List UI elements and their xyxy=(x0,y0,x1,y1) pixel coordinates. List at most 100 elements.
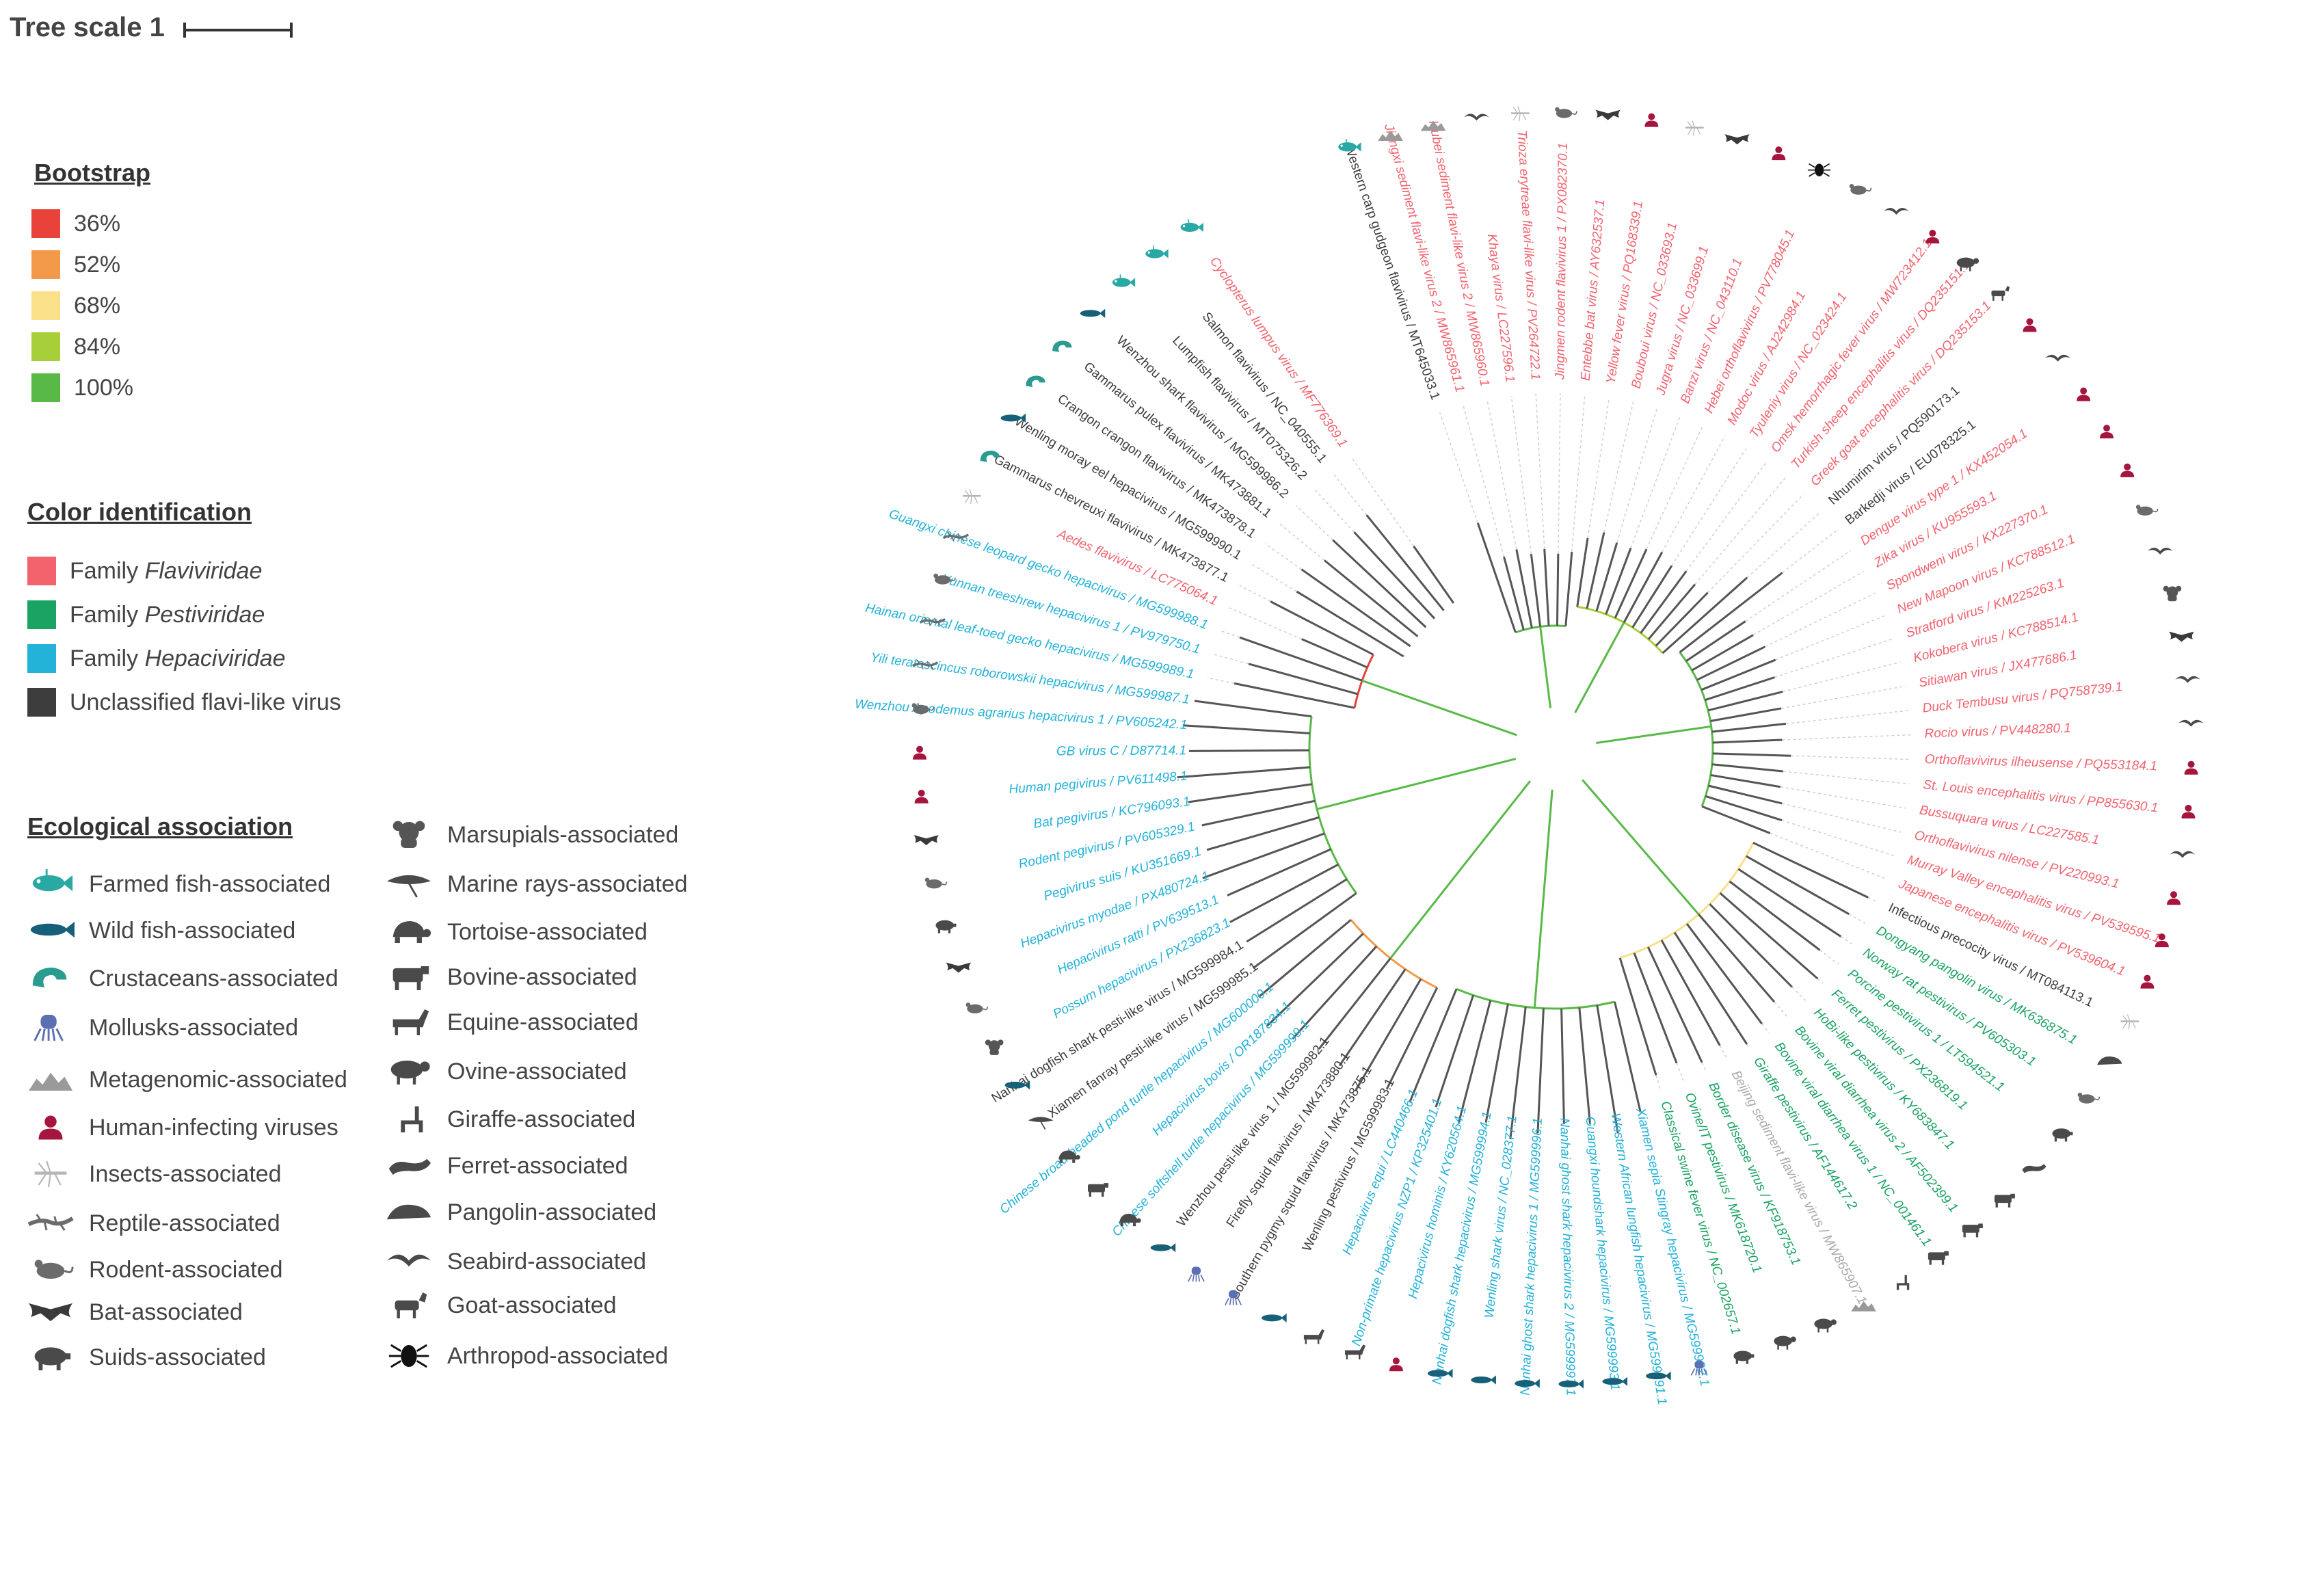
leaf-guide xyxy=(1439,412,1479,524)
ecology-legend-item: Wild fish-associated xyxy=(25,914,295,948)
ecology-label: Reptile-associated xyxy=(89,1210,280,1236)
wild-fish-icon xyxy=(1558,1379,1584,1389)
rodent-icon xyxy=(1555,107,1577,118)
ecology-label: Marsupials-associated xyxy=(447,821,679,848)
suid-icon xyxy=(1733,1351,1755,1364)
leaf-branch xyxy=(1701,659,1776,691)
color-legend-label: Family Flaviviridae xyxy=(70,557,263,584)
wild-fish-icon xyxy=(1262,1313,1287,1322)
human-icon xyxy=(2155,933,2169,948)
ecology-label: Seabird-associated xyxy=(447,1248,647,1275)
leaf-branch xyxy=(1301,568,1411,648)
leaf-branch xyxy=(1515,549,1533,628)
leaf-branch xyxy=(1679,572,1783,654)
leaf-guide xyxy=(1239,585,1271,602)
farmed-fish-icon xyxy=(1338,139,1361,152)
legend-panel: Tree scale 1 Bootstrap 36% 52% 68% 84% 100% … xyxy=(0,0,752,1596)
leaf-branch xyxy=(1705,795,1783,821)
leaf-branch xyxy=(1476,522,1517,633)
ecology-legend-item: Pangolin-associated xyxy=(383,1195,656,1229)
clade-stem xyxy=(1574,622,1625,713)
ecology-label: Equine-associated xyxy=(447,1009,639,1035)
leaf-branch xyxy=(1435,994,1475,1108)
bootstrap-legend-item: 52% xyxy=(31,249,120,280)
clade-stem xyxy=(1389,780,1532,959)
leaf-branch xyxy=(1586,532,1605,609)
ecology-legend-item: Ferret-associated xyxy=(383,1149,628,1183)
pangolin-icon xyxy=(2096,1056,2122,1065)
wild-fish-icon xyxy=(25,914,77,948)
leaf-guide xyxy=(1279,523,1325,561)
leaf-guide xyxy=(1207,677,1235,684)
leaf-branch xyxy=(1239,636,1363,682)
leaf-branch xyxy=(1640,570,1688,634)
wild-fish-icon xyxy=(1602,1376,1628,1386)
clade-stem xyxy=(1539,626,1552,708)
farmed-fish-icon xyxy=(1112,274,1136,287)
leaf-guide xyxy=(1707,494,1804,594)
leaf-branch xyxy=(1746,855,1850,916)
leaf-branch xyxy=(1660,940,1721,1046)
ecology-legend-item: Marine rays-associated xyxy=(383,867,687,901)
wild-fish-icon xyxy=(1080,308,1106,318)
leaf-guide xyxy=(1616,408,1658,543)
leaf-guide xyxy=(1212,653,1249,665)
seabird-icon xyxy=(2170,851,2196,858)
bootstrap-swatch xyxy=(31,209,60,238)
color-legend-label: Family Pestiviridae xyxy=(70,601,265,628)
bootstrap-swatch xyxy=(31,250,60,279)
leaf-branch xyxy=(1614,1001,1642,1113)
leaf-branch xyxy=(1503,556,1525,630)
ecology-label: Goat-associated xyxy=(447,1292,617,1318)
marsupial-icon xyxy=(985,1039,1004,1055)
ecology-label: Bovine-associated xyxy=(447,963,637,990)
leaf-branch xyxy=(1685,923,1763,1025)
clade-stem xyxy=(1361,679,1517,736)
leaf-guide xyxy=(1229,607,1303,640)
leaf-guide xyxy=(1780,786,1906,809)
bootstrap-label: 84% xyxy=(74,333,121,360)
bovine-icon xyxy=(1087,1183,1108,1197)
leaf-branch xyxy=(1252,892,1357,969)
leaf-branch xyxy=(1556,553,1560,626)
human-icon xyxy=(2184,760,2198,775)
metagenomic-icon xyxy=(1420,120,1446,131)
human-icon xyxy=(2023,318,2037,332)
human-icon xyxy=(1772,146,1786,161)
leaf-label: Hubei sediment flavi-like virus 2 / MW86… xyxy=(1426,119,1492,388)
leaf-branch xyxy=(1623,551,1664,624)
clade-stem xyxy=(1596,725,1711,744)
ecology-label: Wild fish-associated xyxy=(89,917,296,944)
bootstrap-label: 100% xyxy=(74,374,133,401)
wild-fish-icon xyxy=(1515,1379,1540,1388)
leaf-guide-lines xyxy=(1177,393,1911,1140)
ecology-label: Ovine-associated xyxy=(447,1058,627,1085)
insect-icon xyxy=(2120,1014,2139,1030)
bovine-icon xyxy=(383,960,435,994)
leaf-label: Wenzhou Apodemus agrarius hepacivirus 1 … xyxy=(854,697,1187,733)
leaf-branch xyxy=(1647,583,1696,640)
leaf-guide xyxy=(1220,630,1240,638)
leaf-guide xyxy=(1587,397,1610,538)
leaf-branch xyxy=(1484,1004,1509,1123)
bootstrap-legend-item: 100% xyxy=(31,372,133,403)
bat-icon xyxy=(914,835,939,846)
bootstrap-swatch xyxy=(31,373,60,402)
leaf-branch xyxy=(1248,663,1359,695)
reptile-icon xyxy=(919,616,946,626)
leaf-guide xyxy=(1791,755,1911,760)
leaf-guide xyxy=(1571,394,1586,553)
ferret-icon xyxy=(383,1149,435,1183)
ecology-legend-item: Metagenomic-associated xyxy=(25,1063,347,1097)
suid-icon xyxy=(25,1340,77,1374)
goat-icon xyxy=(383,1288,435,1322)
bat-icon xyxy=(1595,109,1621,120)
ecology-legend-item: Goat-associated xyxy=(383,1288,617,1322)
metagenomic-icon xyxy=(25,1063,77,1097)
leaf-branch xyxy=(1188,783,1312,803)
leaf-branch xyxy=(1605,547,1632,615)
host-icons xyxy=(911,106,2204,1389)
leaf-guide xyxy=(1782,530,1837,574)
goat-icon xyxy=(1991,286,2010,301)
bovine-icon xyxy=(1928,1251,1949,1265)
